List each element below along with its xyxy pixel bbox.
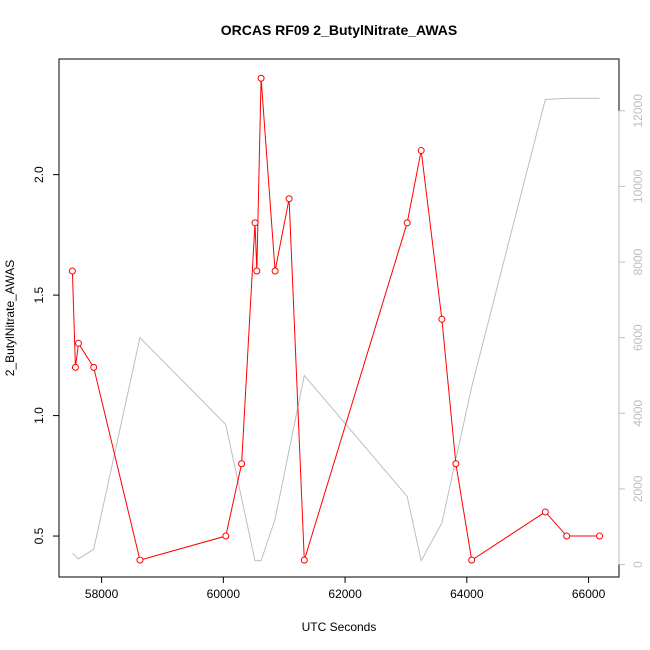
secondary-series-group — [72, 97, 600, 563]
y-tick-label: 2.0 — [32, 166, 46, 183]
primary-series-point — [90, 363, 98, 371]
y2-tick-label: 10000 — [631, 169, 645, 203]
y-tick-label: 0.5 — [32, 527, 46, 544]
primary-series-point — [300, 556, 308, 564]
primary-series-point — [253, 267, 261, 275]
x-tick-label: 62000 — [328, 587, 362, 601]
plot-frame — [58, 58, 620, 578]
chart-title: ORCAS RF09 2_ButylNitrate_AWAS — [221, 22, 458, 38]
primary-series-point — [238, 460, 246, 468]
primary-series-point — [257, 74, 265, 82]
primary-series-point — [271, 267, 279, 275]
primary-series-point — [596, 532, 604, 540]
primary-series-point — [71, 363, 79, 371]
y2-axis: 0 2000 4000 6000 8000 10000 12000 — [618, 94, 645, 568]
y2-tick-label: 4000 — [631, 400, 645, 427]
x-tick-label: 64000 — [450, 587, 484, 601]
primary-series-point — [468, 556, 476, 564]
primary-series-point — [403, 219, 411, 227]
primary-series-group — [68, 74, 604, 564]
primary-series-point — [285, 195, 293, 203]
primary-series-point — [74, 339, 82, 347]
y2-tick-label: 6000 — [631, 324, 645, 351]
x-tick-label: 60000 — [207, 587, 241, 601]
y-tick-label: 1.0 — [32, 407, 46, 424]
y2-tick-label: 12000 — [631, 94, 645, 128]
primary-series-point — [541, 508, 549, 516]
x-tick-label: 58000 — [85, 587, 119, 601]
primary-series-point — [563, 532, 571, 540]
y2-tick-label: 0 — [631, 561, 645, 568]
primary-series-point — [452, 460, 460, 468]
primary-series-point — [438, 315, 446, 323]
y2-tick-label: 2000 — [631, 475, 645, 502]
primary-series-point — [251, 219, 259, 227]
y-tick-label: 1.5 — [32, 286, 46, 303]
y-axis: 0.5 1.0 1.5 2.0 — [32, 166, 60, 544]
primary-series-point — [222, 532, 230, 540]
secondary-series-line — [72, 97, 600, 563]
y2-tick-label: 8000 — [631, 248, 645, 275]
x-axis: 58000 60000 62000 64000 66000 — [85, 576, 606, 601]
primary-series-point — [68, 267, 76, 275]
x-axis-label: UTC Seconds — [302, 620, 377, 634]
x-tick-label: 66000 — [572, 587, 606, 601]
primary-series-point — [136, 556, 144, 564]
primary-series-line — [71, 78, 600, 561]
y-axis-label: 2_ButylNitrate_AWAS — [3, 260, 17, 377]
primary-series-point — [417, 147, 425, 155]
